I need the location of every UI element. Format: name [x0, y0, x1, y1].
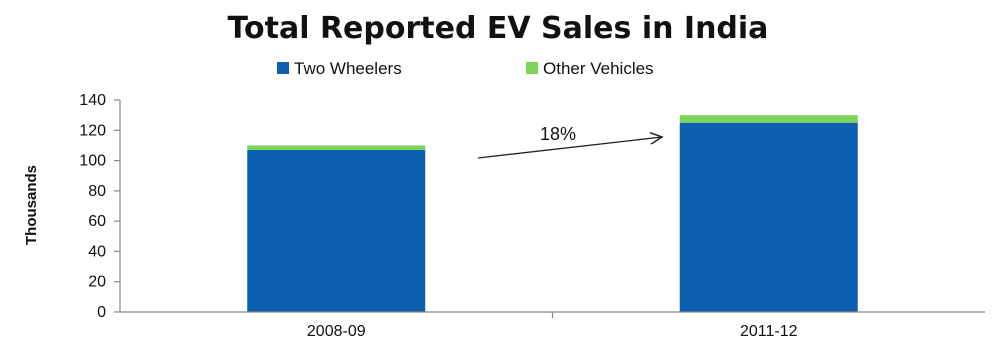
legend-label-two-wheelers: Two Wheelers — [294, 59, 402, 78]
chart-title: Total Reported EV Sales in India — [228, 11, 769, 46]
y-tick-label: 60 — [88, 213, 106, 230]
legend-label-other-vehicles: Other Vehicles — [543, 59, 654, 78]
legend: Two Wheelers Other Vehicles — [277, 59, 654, 78]
bars — [247, 115, 858, 312]
y-tick-label: 140 — [79, 92, 106, 109]
y-axis-ticks: 0 20 40 60 80 100 120 140 — [79, 92, 120, 321]
growth-label: 18% — [540, 124, 576, 144]
x-tick-label: 2008-09 — [307, 323, 366, 339]
bar-2008-09-two-wheelers — [247, 150, 425, 312]
y-tick-label: 0 — [97, 304, 106, 321]
y-axis-label: Thousands — [23, 165, 40, 245]
legend-swatch-two-wheelers — [277, 62, 289, 74]
y-tick-label: 120 — [79, 122, 106, 139]
x-tick-label: 2011-12 — [740, 323, 798, 339]
y-tick-label: 40 — [88, 243, 106, 260]
y-tick-label: 20 — [88, 274, 106, 291]
bar-2008-09-other-vehicles — [247, 145, 425, 150]
growth-annotation: 18% — [478, 124, 662, 158]
x-axis-ticks: 2008-09 2011-12 — [307, 312, 798, 339]
y-tick-label: 80 — [88, 183, 106, 200]
bar-2011-12-other-vehicles — [680, 115, 858, 123]
y-tick-label: 100 — [79, 153, 106, 170]
legend-swatch-other-vehicles — [526, 62, 538, 74]
bar-2011-12-two-wheelers — [680, 123, 858, 312]
